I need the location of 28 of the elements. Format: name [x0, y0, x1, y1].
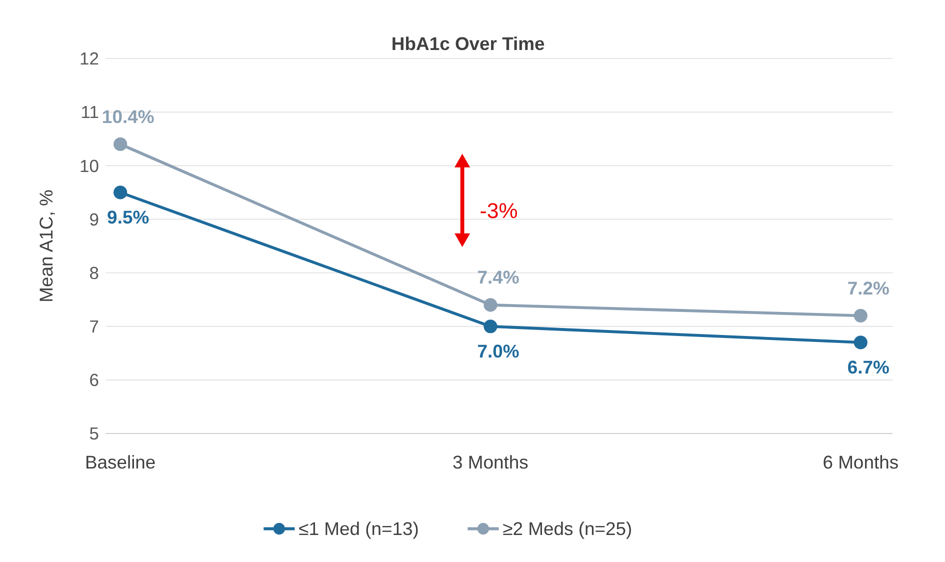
y-tick-label: 5: [89, 424, 99, 444]
y-tick-label: 11: [80, 102, 99, 122]
x-tick-label: 3 Months: [452, 452, 528, 473]
data-label: 9.5%: [107, 206, 150, 228]
chart-title: HbA1c Over Time: [391, 32, 545, 54]
point: [484, 320, 498, 334]
y-tick-label: 12: [80, 48, 99, 69]
x-tick-label: 6 Months: [822, 452, 899, 473]
data-label: 7.4%: [477, 266, 520, 288]
y-tick-label: 7: [89, 316, 99, 337]
y-tick-label: 9: [89, 209, 99, 230]
point: [114, 186, 128, 200]
point: [484, 298, 498, 312]
data-label: 7.2%: [847, 277, 890, 298]
data-label: 10.4%: [102, 106, 154, 127]
y-tick-label: 8: [89, 262, 99, 283]
annotation: -3%: [480, 198, 518, 223]
y-tick-label: 10: [80, 156, 100, 176]
data-label: 6.7%: [847, 356, 890, 378]
x-tick-label: Baseline: [84, 452, 156, 473]
point: [854, 336, 868, 350]
legend-label: ≥2 Meds (n=25): [502, 518, 632, 540]
y-axis-title: Mean A1C, %: [35, 190, 56, 302]
point: [854, 308, 868, 322]
y-tick-label: 6: [89, 370, 99, 390]
legend-label: ≤1 Med (n=13): [298, 518, 419, 540]
data-label: 7.0%: [477, 340, 520, 362]
point: [114, 137, 128, 152]
